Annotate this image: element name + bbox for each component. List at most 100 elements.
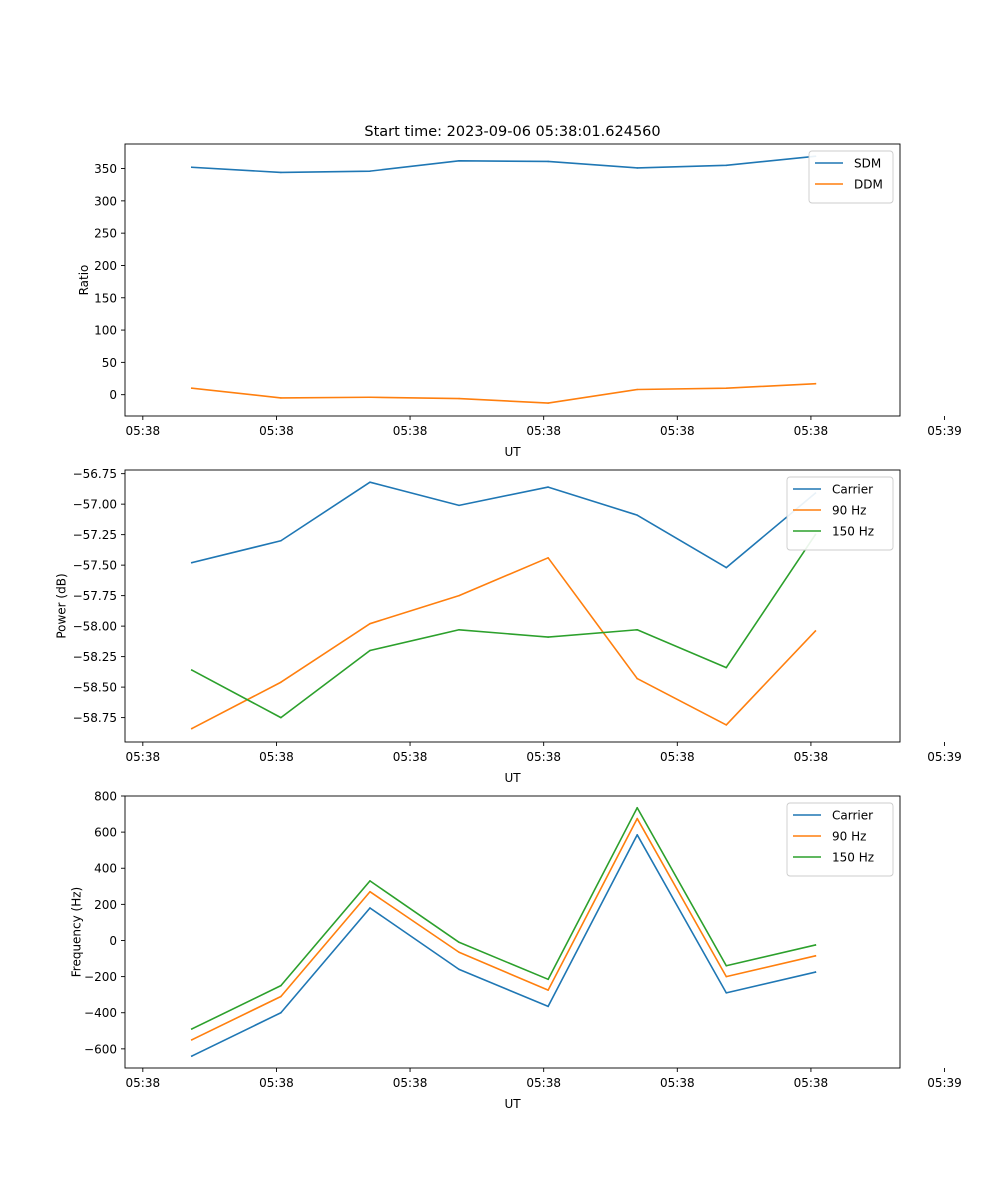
ratio-y-tick-label: 300 bbox=[94, 194, 117, 208]
ratio-series-1-point bbox=[191, 387, 193, 390]
power-series-1-point bbox=[636, 677, 639, 680]
frequency-series-0-point bbox=[725, 992, 728, 994]
ratio-y-tick-label: 0 bbox=[109, 388, 117, 402]
power-series-1-point bbox=[191, 727, 193, 730]
frequency-panel: 05:38 05:38 05:38 05:38 05:38 05:38 05:39 −600 −… bbox=[70, 790, 962, 1112]
ratio-panel: 05:38 05:38 05:38 05:38 05:38 05:38 05:39 0 50 10… bbox=[77, 143, 962, 459]
power-y-tick-label: −56.75 bbox=[73, 467, 117, 481]
ratio-series-1-point bbox=[814, 382, 817, 385]
ratio-series-1-point bbox=[280, 397, 282, 399]
ratio-series-1-line bbox=[190, 382, 817, 404]
power-series-2-point bbox=[369, 649, 371, 652]
ratio-y-tick-label: 350 bbox=[94, 162, 117, 176]
frequency-y-tick-label: 200 bbox=[94, 898, 117, 912]
ratio-y-axis-label: Ratio bbox=[77, 265, 91, 296]
power-series-1-point bbox=[280, 681, 282, 684]
frequency-legend-label-2: 150 Hz bbox=[832, 851, 874, 865]
power-legend-label-2: 150 Hz bbox=[832, 525, 874, 539]
frequency-x-tick-label: 05:38 bbox=[126, 1076, 161, 1090]
power-series-0-point bbox=[191, 561, 193, 564]
frequency-series-2-point bbox=[814, 944, 817, 946]
power-series-1-point bbox=[725, 724, 728, 726]
power-series-2-line bbox=[190, 533, 817, 719]
power-x-tick-label: 05:38 bbox=[126, 750, 161, 764]
ratio-series-1-point bbox=[458, 397, 460, 400]
frequency-series-0-point bbox=[369, 907, 371, 909]
ratio-y-tick-label: 250 bbox=[94, 227, 117, 241]
power-x-tick-label: 05:39 bbox=[927, 750, 962, 764]
frequency-y-tick-label: 800 bbox=[94, 790, 117, 804]
frequency-series-1-point bbox=[725, 975, 728, 978]
power-panel: 05:38 05:38 05:38 05:38 05:38 05:38 05:39 −58.7… bbox=[54, 467, 961, 785]
power-series-0-point bbox=[369, 481, 371, 483]
power-series-0-point bbox=[725, 566, 728, 569]
frequency-x-tick-label: 05:38 bbox=[526, 1076, 561, 1090]
frequency-series-2-point bbox=[547, 978, 549, 981]
ratio-series-0-point bbox=[725, 164, 728, 167]
power-series-1-point bbox=[458, 594, 460, 597]
power-x-tick-label: 05:38 bbox=[526, 750, 561, 764]
ratio-legend-label-1: DDM bbox=[854, 178, 883, 192]
power-y-tick-label: −57.75 bbox=[73, 589, 117, 603]
power-series-2-point bbox=[458, 628, 460, 631]
frequency-series-1-point bbox=[636, 817, 639, 820]
power-y-tick-label: −57.50 bbox=[73, 559, 117, 573]
figure-title: Start time: 2023-09-06 05:38:01.624560 bbox=[364, 124, 660, 140]
ratio-y-tick-label: 150 bbox=[94, 291, 117, 305]
frequency-series-1-point bbox=[814, 955, 817, 957]
frequency-series-0-point bbox=[636, 834, 639, 836]
power-x-tick-label: 05:38 bbox=[259, 750, 294, 764]
power-x-tick-label: 05:38 bbox=[393, 750, 428, 764]
power-series-2-point bbox=[191, 669, 193, 671]
frequency-x-tick-label: 05:39 bbox=[927, 1076, 962, 1090]
ratio-series-0-point bbox=[280, 171, 282, 174]
frequency-y-tick-label: −200 bbox=[84, 970, 117, 984]
ratio-series-1-point bbox=[547, 402, 549, 404]
ratio-series-0-point bbox=[547, 160, 549, 163]
power-series-0-point bbox=[458, 504, 460, 507]
power-series-1-line bbox=[190, 557, 817, 730]
frequency-series-2-point bbox=[280, 984, 282, 987]
power-legend-label-0: Carrier bbox=[832, 483, 873, 497]
power-series-2-point bbox=[547, 636, 549, 638]
ratio-series-0-point bbox=[191, 166, 193, 169]
ratio-x-tick-label: 05:38 bbox=[526, 424, 561, 438]
ratio-y-tick-label: 200 bbox=[94, 259, 117, 273]
frequency-y-tick-label: 0 bbox=[109, 934, 117, 948]
frequency-x-tick-label: 05:38 bbox=[660, 1076, 695, 1090]
power-series-1-point bbox=[814, 630, 817, 632]
frequency-series-1-point bbox=[191, 1039, 193, 1041]
frequency-series-0-point bbox=[191, 1055, 193, 1057]
ratio-x-axis-label: UT bbox=[504, 445, 521, 459]
power-series-0-point bbox=[280, 539, 282, 542]
ratio-x-tick-label: 05:38 bbox=[393, 424, 428, 438]
power-x-axis-label: UT bbox=[504, 771, 521, 785]
power-series-2-point bbox=[280, 716, 282, 719]
power-y-tick-label: −58.75 bbox=[73, 711, 117, 725]
ratio-x-tick-label: 05:38 bbox=[126, 424, 161, 438]
ratio-y-tick-label: 50 bbox=[102, 356, 117, 370]
frequency-series-0-point bbox=[814, 971, 817, 973]
power-x-tick-label: 05:38 bbox=[794, 750, 829, 764]
frequency-x-tick-label: 05:38 bbox=[259, 1076, 294, 1090]
frequency-series-0-line bbox=[190, 834, 817, 1058]
ratio-series-0-line bbox=[190, 155, 817, 174]
ratio-series-1-point bbox=[369, 396, 371, 399]
power-series-0-point bbox=[636, 514, 639, 516]
frequency-series-2-point bbox=[191, 1028, 193, 1030]
power-series-1-point bbox=[547, 557, 549, 559]
frequency-y-axis-label: Frequency (Hz) bbox=[70, 887, 84, 978]
frequency-y-tick-label: 600 bbox=[94, 826, 117, 840]
frequency-y-tick-label: −400 bbox=[84, 1006, 117, 1020]
frequency-series-0-point bbox=[280, 1011, 282, 1014]
frequency-x-tick-label: 05:38 bbox=[794, 1076, 829, 1090]
power-x-tick-label: 05:38 bbox=[660, 750, 695, 764]
frequency-y-tick-label: 400 bbox=[94, 862, 117, 876]
ratio-y-tick-label: 100 bbox=[94, 324, 117, 338]
frequency-y-tick-label: −600 bbox=[84, 1042, 117, 1056]
power-y-tick-label: −58.00 bbox=[73, 620, 117, 634]
power-axes-frame bbox=[124, 469, 901, 743]
frequency-series-2-point bbox=[636, 806, 639, 809]
frequency-x-axis-label: UT bbox=[504, 1097, 521, 1111]
